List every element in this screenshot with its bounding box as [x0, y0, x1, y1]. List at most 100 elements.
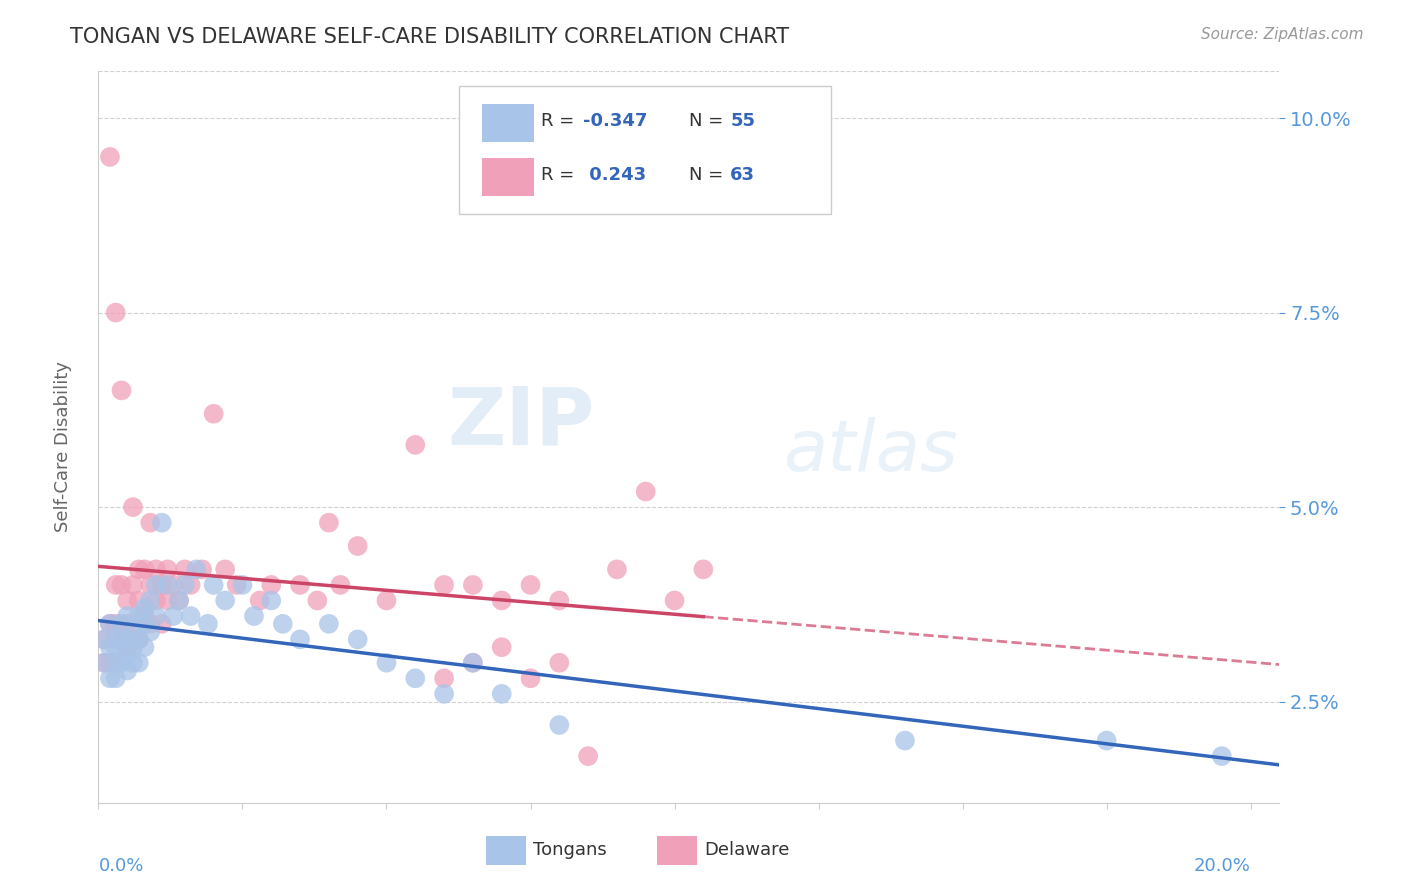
Point: [288, 632, 311, 647]
Point: [271, 616, 294, 631]
Point: [115, 609, 138, 624]
Point: [93, 656, 115, 670]
Point: [98, 656, 121, 670]
Point: [122, 500, 145, 515]
Text: N =: N =: [689, 166, 728, 185]
Point: [134, 601, 156, 615]
Point: [173, 578, 195, 592]
Point: [548, 718, 571, 732]
Point: [214, 593, 236, 607]
Point: [664, 593, 686, 607]
Point: [288, 578, 311, 592]
Point: [576, 749, 599, 764]
Point: [318, 516, 340, 530]
Text: 0.0%: 0.0%: [98, 857, 143, 875]
Point: [128, 593, 150, 607]
FancyBboxPatch shape: [657, 837, 697, 865]
Point: [115, 593, 138, 607]
Text: Self-Care Disability: Self-Care Disability: [55, 360, 72, 532]
Point: [231, 578, 253, 592]
Text: 63: 63: [730, 166, 755, 185]
Point: [150, 578, 173, 592]
Point: [692, 562, 714, 576]
Point: [260, 578, 283, 592]
Point: [145, 593, 167, 607]
Point: [156, 562, 179, 576]
FancyBboxPatch shape: [486, 837, 526, 865]
Point: [606, 562, 628, 576]
Point: [122, 578, 145, 592]
Point: [894, 733, 917, 747]
Point: [307, 593, 329, 607]
Point: [167, 593, 190, 607]
Point: [404, 438, 426, 452]
Point: [104, 632, 127, 647]
Text: R =: R =: [541, 166, 581, 185]
Point: [115, 640, 138, 655]
FancyBboxPatch shape: [482, 104, 534, 143]
Point: [139, 516, 162, 530]
Point: [491, 593, 513, 607]
Point: [346, 539, 368, 553]
Point: [104, 656, 127, 670]
Point: [156, 593, 179, 607]
Point: [104, 616, 127, 631]
Point: [433, 578, 456, 592]
Point: [128, 656, 150, 670]
Point: [180, 609, 202, 624]
Point: [134, 640, 156, 655]
Point: [134, 562, 156, 576]
Point: [173, 562, 195, 576]
Point: [162, 609, 184, 624]
Point: [115, 664, 138, 678]
Point: [243, 609, 266, 624]
Point: [491, 687, 513, 701]
Text: 20.0%: 20.0%: [1194, 857, 1251, 875]
Point: [180, 578, 202, 592]
Point: [98, 640, 121, 655]
Point: [122, 656, 145, 670]
Point: [375, 656, 398, 670]
Text: 55: 55: [730, 112, 755, 130]
Point: [104, 578, 127, 592]
Point: [128, 609, 150, 624]
Point: [433, 671, 456, 685]
Point: [139, 593, 162, 607]
Point: [122, 632, 145, 647]
Point: [191, 562, 214, 576]
Point: [110, 656, 132, 670]
Point: [115, 632, 138, 647]
Point: [93, 632, 115, 647]
Point: [139, 624, 162, 639]
Point: [519, 578, 541, 592]
Point: [128, 632, 150, 647]
Point: [202, 407, 225, 421]
Point: [145, 578, 167, 592]
Point: [128, 562, 150, 576]
Point: [433, 687, 456, 701]
Point: [110, 616, 132, 631]
Point: [548, 593, 571, 607]
Point: [197, 616, 219, 631]
Point: [260, 593, 283, 607]
Point: [98, 671, 121, 685]
Point: [110, 632, 132, 647]
Point: [98, 150, 121, 164]
Point: [318, 616, 340, 631]
Text: TONGAN VS DELAWARE SELF-CARE DISABILITY CORRELATION CHART: TONGAN VS DELAWARE SELF-CARE DISABILITY …: [70, 27, 789, 46]
Point: [249, 593, 271, 607]
Point: [150, 516, 173, 530]
Point: [167, 593, 190, 607]
Point: [122, 640, 145, 655]
Point: [93, 632, 115, 647]
Point: [634, 484, 657, 499]
Point: [461, 656, 484, 670]
Point: [110, 384, 132, 398]
Point: [346, 632, 368, 647]
Point: [122, 624, 145, 639]
Point: [134, 609, 156, 624]
Point: [115, 616, 138, 631]
Point: [214, 562, 236, 576]
Point: [186, 562, 208, 576]
Point: [104, 671, 127, 685]
